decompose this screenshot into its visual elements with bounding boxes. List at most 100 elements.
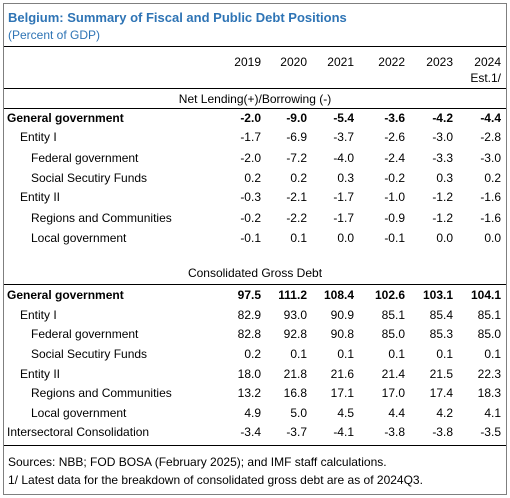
- row-label: Social Secutiry Funds: [31, 347, 148, 361]
- row-label: Federal government: [31, 151, 139, 165]
- cell: 21.8: [283, 367, 307, 381]
- cell: 0.2: [244, 171, 261, 185]
- cell: 85.0: [381, 327, 405, 341]
- table-row: Social Secutiry Funds 0.2 0.2 0.3 -0.2 0…: [4, 169, 506, 188]
- table-row: Regions and Communities -0.2 -2.2 -1.7 -…: [4, 209, 506, 228]
- cell: 21.4: [381, 367, 405, 381]
- footnote-sources: Sources: NBB; FOD BOSA (February 2025); …: [8, 455, 387, 469]
- footnote-1: 1/ Latest data for the breakdown of cons…: [8, 473, 423, 487]
- cell: -2.4: [384, 151, 405, 165]
- row-label: Entity I: [20, 130, 57, 144]
- cell: -2.0: [240, 151, 261, 165]
- row-label: Entity I: [20, 308, 57, 322]
- cell: 21.5: [429, 367, 453, 381]
- year-2024: 2024: [474, 55, 501, 69]
- row-label: Local government: [31, 406, 127, 420]
- section-gross-debt-rule: [4, 284, 506, 285]
- row-label: Entity II: [20, 190, 61, 204]
- table-row: Local government -0.1 0.1 0.0 -0.1 0.0 0…: [4, 229, 506, 248]
- table-subtitle: (Percent of GDP): [8, 28, 101, 42]
- cell: -0.9: [384, 211, 405, 225]
- table-row: Social Secutiry Funds 0.2 0.1 0.1 0.1 0.…: [4, 345, 506, 364]
- table-row: Intersectoral Consolidation -3.4 -3.7 -4…: [4, 423, 506, 442]
- cell: 0.1: [290, 231, 307, 245]
- cell: 0.2: [290, 171, 307, 185]
- table-row: General government -2.0 -9.0 -5.4 -3.6 -…: [4, 109, 506, 128]
- cell: 0.2: [484, 171, 501, 185]
- cell: 90.9: [330, 308, 354, 322]
- cell: 0.0: [436, 231, 453, 245]
- cell: 102.6: [374, 288, 405, 302]
- cell: -4.1: [333, 425, 354, 439]
- cell: -2.8: [480, 130, 501, 144]
- cell: -2.0: [240, 111, 261, 125]
- cell: -3.7: [286, 425, 307, 439]
- cell: 18.3: [477, 386, 501, 400]
- top-rule: [4, 46, 506, 47]
- row-label: Local government: [31, 231, 127, 245]
- cell: 93.0: [283, 308, 307, 322]
- cell: -1.2: [432, 190, 453, 204]
- table-row: Entity II -0.3 -2.1 -1.7 -1.0 -1.2 -1.6: [4, 188, 506, 207]
- row-label: Regions and Communities: [31, 211, 172, 225]
- cell: 4.4: [388, 406, 405, 420]
- row-label: Federal government: [31, 327, 139, 341]
- cell: -4.0: [333, 151, 354, 165]
- year-2022: 2022: [378, 55, 405, 69]
- cell: 17.4: [429, 386, 453, 400]
- cell: -5.4: [333, 111, 354, 125]
- table-row: Entity I 82.9 93.0 90.9 85.1 85.4 85.1: [4, 306, 506, 325]
- table-row: Federal government 82.8 92.8 90.8 85.0 8…: [4, 325, 506, 344]
- cell: 0.1: [388, 347, 405, 361]
- cell: 103.1: [422, 288, 453, 302]
- cell: -3.6: [384, 111, 405, 125]
- cell: 13.2: [237, 386, 261, 400]
- cell: 21.6: [330, 367, 354, 381]
- cell: -1.2: [432, 211, 453, 225]
- header-rule: [4, 88, 506, 89]
- cell: 4.2: [436, 406, 453, 420]
- cell: 0.1: [436, 347, 453, 361]
- cell: 92.8: [283, 327, 307, 341]
- cell: 111.2: [278, 288, 307, 302]
- cell: -2.1: [286, 190, 307, 204]
- row-label: Entity II: [20, 367, 61, 381]
- year-2019: 2019: [234, 55, 261, 69]
- cell: 104.1: [470, 288, 501, 302]
- table-frame: Belgium: Summary of Fiscal and Public De…: [3, 3, 507, 495]
- cell: 4.5: [337, 406, 354, 420]
- cell: 85.4: [429, 308, 453, 322]
- cell: -9.0: [286, 111, 307, 125]
- cell: -3.3: [432, 151, 453, 165]
- row-label: Intersectoral Consolidation: [7, 425, 150, 439]
- bottom-rule: [4, 445, 506, 446]
- cell: -3.0: [480, 151, 501, 165]
- cell: 85.1: [381, 308, 405, 322]
- year-2021: 2021: [327, 55, 354, 69]
- cell: -0.1: [384, 231, 405, 245]
- year-2023: 2023: [426, 55, 453, 69]
- cell: -6.9: [286, 130, 307, 144]
- cell: 85.0: [477, 327, 501, 341]
- cell: 17.0: [381, 386, 405, 400]
- table-row: Entity I -1.7 -6.9 -3.7 -2.6 -3.0 -2.8: [4, 128, 506, 147]
- year-2020: 2020: [280, 55, 307, 69]
- table-row: Entity II 18.0 21.8 21.6 21.4 21.5 22.3: [4, 365, 506, 384]
- row-label: Regions and Communities: [31, 386, 172, 400]
- cell: -1.7: [240, 130, 261, 144]
- cell: -1.0: [384, 190, 405, 204]
- row-label: Social Secutiry Funds: [31, 171, 148, 185]
- cell: -2.2: [286, 211, 307, 225]
- cell: 4.1: [484, 406, 501, 420]
- cell: -2.6: [384, 130, 405, 144]
- table-title: Belgium: Summary of Fiscal and Public De…: [8, 10, 347, 25]
- table-row: Regions and Communities 13.2 16.8 17.1 1…: [4, 384, 506, 403]
- cell: 0.2: [244, 347, 261, 361]
- cell: 16.8: [283, 386, 307, 400]
- cell: -3.4: [240, 425, 261, 439]
- cell: 22.3: [477, 367, 501, 381]
- cell: -0.3: [240, 190, 261, 204]
- cell: 82.8: [237, 327, 261, 341]
- cell: -0.2: [384, 171, 405, 185]
- cell: -4.4: [480, 111, 501, 125]
